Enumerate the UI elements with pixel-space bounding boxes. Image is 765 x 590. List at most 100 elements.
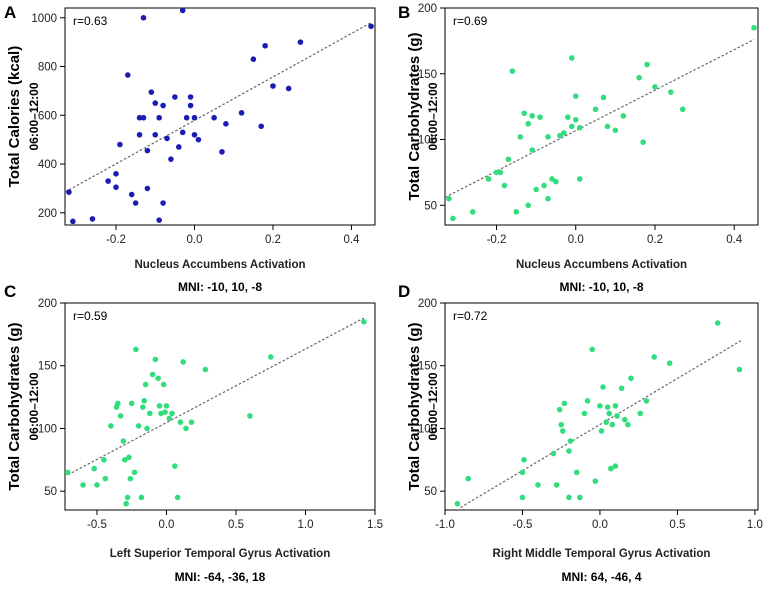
panel-a-data-point [179,7,186,14]
panel-d-letter: D [398,282,410,301]
panel-b-data-point [652,84,658,90]
panel-a-data-point [195,136,202,143]
panel-b-data-point [679,106,686,113]
panel-c-data-point [133,346,139,353]
panel-a-xtick-label: -0.2 [106,234,126,246]
panel-a-data-point [258,123,265,130]
panel-d-data-point [519,494,526,501]
panel-b-xtick-label: 0.0 [568,234,584,246]
panel-c-data-point [174,494,181,501]
panel-a-ytick-label: 200 [38,208,57,220]
panel-a-data-point [140,114,147,121]
panel-a-data-point [105,178,111,184]
panel-a-data-point [160,102,166,109]
panel-c-data-point [121,457,128,463]
panel-b-data-point [565,114,571,120]
panel-d-data-point [621,416,628,423]
panel-b-data-point [505,156,512,163]
panel-a-data-point [285,85,292,92]
panel-a-data-point [250,56,257,63]
panel-b-letter: B [398,3,410,22]
panel-b-data-point [612,127,619,134]
panel-c-data-point [247,413,253,419]
panel-c-data-point [152,356,159,363]
panel-d-xlabel: Right Middle Temporal Gyrus Activation [493,548,711,560]
panel-b-xtick-label: 0.4 [726,234,743,246]
panel-d-data-point [604,404,611,410]
panel-c-data-point [267,354,274,360]
panel-a-ytick-label: 1000 [31,13,57,25]
panel-c-data-point [156,403,163,409]
panel-c-data-point [183,425,189,432]
panel-d-data-point [561,400,568,407]
panel-d-data-point [566,494,572,501]
panel-a-data-point [187,94,194,100]
panel-d-data-point [628,375,634,382]
panel-a-data-point [156,114,162,121]
panel-a-data-point [132,200,139,206]
panel-b-xlabel: Nucleus Accumbens Activation [516,259,687,271]
panel-d-data-point [556,406,563,413]
panel-d-data-point [521,457,527,463]
panel-d-xtick-label: -0.5 [513,519,533,531]
panel-a-data-point [183,114,190,121]
panel-d-data-point [736,366,743,373]
panel-b-r-label: r=0.69 [453,14,488,28]
panel-b-data-point [497,169,504,176]
panel-b-data-point [493,169,500,176]
panel-c-plot-frame [64,302,376,511]
panel-c-data-point [91,465,97,472]
panel-d-ylabel-sub: 06:00–12:00 [426,372,440,440]
panel-a-data-point [238,110,245,116]
panel-d-xtick-label: 1.0 [747,519,763,531]
panel-d-data-point [558,421,565,428]
panel-d-data-point [637,410,644,417]
panel-b-data-point [644,61,650,68]
panel-a-data-point [187,102,194,109]
panel-c-xtick-label: 0.5 [228,519,244,531]
panel-b-data-point [529,113,535,119]
panel-d-data-point [612,403,619,409]
panel-b-data-point [529,147,535,153]
panel-d-data-point [567,438,574,444]
panel-b-data-point [549,176,555,182]
panel-a-data-point [113,170,119,177]
panel-c-data-point [180,359,186,365]
panel-b-ylabel-sub: 06:00–12:00 [426,82,440,150]
panel-a-data-point [168,156,174,162]
panel-b-data-point [592,106,599,113]
panel-c-data-point [124,494,131,501]
panel-d-xtick-label: 0.0 [592,519,608,531]
panel-a-xlabel: Nucleus Accumbens Activation [134,259,305,271]
panel-d-data-point [609,421,616,428]
panel-d-data-point [589,346,596,353]
panel-d-data-point [618,385,625,392]
panel-c-xtick-label: 0.0 [158,519,174,531]
panel-b-data-point [751,24,757,31]
panel-a-xtick-label: 0.2 [265,234,281,246]
panel-b-data-point [572,116,579,123]
panel-a-data-point [89,216,96,222]
panel-d-data-point [581,410,588,417]
panel-c-data-point [188,419,195,425]
panel-b-data-point [509,68,516,74]
panel-a-data-point [66,189,72,195]
panel-c-ylabel-sub: 06:00–12:00 [27,372,41,440]
panel-b-data-point [525,120,532,127]
panel-b-data-point [668,89,674,95]
panel-c-data-point [155,375,161,382]
panel-b-data-point [640,139,646,145]
panel-c-data-point [126,454,132,461]
panel-d-ylabel: Total Carbohydrates (g) [406,322,423,490]
panel-c-data-point [172,463,178,469]
panel-b-ylabel: Total Carbohydrates (g) [406,32,423,200]
panel-c-xtick-label: 1.5 [367,519,383,531]
panel-d-data-point [666,360,673,367]
panel-b-data-point [572,93,579,99]
panel-c-mni-label: MNI: -64, -36, 18 [175,570,266,584]
panel-d-r-label: r=0.72 [453,309,488,323]
panel-b-data-point [545,134,551,140]
panel-c-data-point [80,482,86,488]
panel-b-data-point [568,123,575,130]
